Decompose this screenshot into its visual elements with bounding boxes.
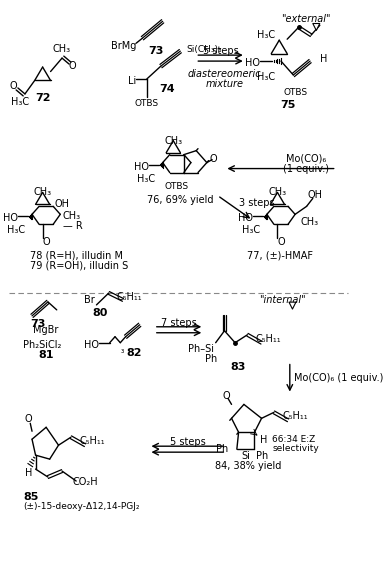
Text: H: H xyxy=(25,468,32,478)
Text: O: O xyxy=(25,414,32,424)
Text: 74: 74 xyxy=(159,84,175,94)
Text: O: O xyxy=(69,61,76,71)
Text: Li: Li xyxy=(128,76,136,86)
Text: 83: 83 xyxy=(230,362,245,372)
Text: C₅H₁₁: C₅H₁₁ xyxy=(256,334,281,344)
Text: Ph: Ph xyxy=(256,451,269,461)
Text: (±)-15-deoxy-Δ12,14-PGJ₂: (±)-15-deoxy-Δ12,14-PGJ₂ xyxy=(23,502,140,511)
Text: 73: 73 xyxy=(149,46,164,56)
Text: 5 steps: 5 steps xyxy=(169,437,205,447)
Text: "external": "external" xyxy=(281,14,330,24)
Text: HO: HO xyxy=(3,214,18,223)
Text: — R: — R xyxy=(63,221,82,231)
Text: 76, 69% yield: 76, 69% yield xyxy=(147,195,214,206)
Text: H₃C: H₃C xyxy=(242,225,260,235)
Text: H₃C: H₃C xyxy=(257,72,275,82)
Text: 84, 38% yield: 84, 38% yield xyxy=(215,461,281,471)
Text: OH: OH xyxy=(54,199,69,210)
Text: "internal": "internal" xyxy=(259,295,306,305)
Text: Br: Br xyxy=(84,295,95,305)
Text: 7 steps: 7 steps xyxy=(161,318,197,328)
Text: mixture: mixture xyxy=(205,79,243,89)
Text: H: H xyxy=(319,54,327,64)
Text: CH₃: CH₃ xyxy=(269,188,287,197)
Text: 75: 75 xyxy=(280,100,296,110)
Text: HO: HO xyxy=(134,162,149,172)
Text: CH₃: CH₃ xyxy=(34,188,52,197)
Text: 78 (R=H), illudin M: 78 (R=H), illudin M xyxy=(30,250,123,260)
Text: HO: HO xyxy=(245,58,260,68)
Text: Si(CH₃)₃: Si(CH₃)₃ xyxy=(187,45,222,54)
Text: CH₃: CH₃ xyxy=(53,44,71,54)
Text: 85: 85 xyxy=(23,492,38,502)
Text: H₃C: H₃C xyxy=(257,30,275,40)
Text: 66:34 E:Z: 66:34 E:Z xyxy=(272,434,316,444)
Text: 77, (±)-HMAF: 77, (±)-HMAF xyxy=(247,250,313,260)
Text: CH₃: CH₃ xyxy=(63,211,81,221)
Text: diastereomeric: diastereomeric xyxy=(188,69,261,79)
Text: CH₃: CH₃ xyxy=(300,218,318,227)
Text: O: O xyxy=(277,237,285,247)
Text: C₅H₁₁: C₅H₁₁ xyxy=(79,436,105,446)
Text: Ph₂SiCl₂: Ph₂SiCl₂ xyxy=(24,340,62,350)
Text: CH₃: CH₃ xyxy=(164,136,182,146)
Text: H₃C: H₃C xyxy=(138,173,156,184)
Text: Si: Si xyxy=(241,451,250,461)
Text: OTBS: OTBS xyxy=(135,99,159,108)
Text: OH: OH xyxy=(308,190,323,201)
Text: OTBS: OTBS xyxy=(165,182,189,191)
Text: Mo(CO)₆ (1 equiv.): Mo(CO)₆ (1 equiv.) xyxy=(294,373,384,383)
Text: O: O xyxy=(209,154,217,164)
Text: O: O xyxy=(42,237,50,247)
Text: 5 steps: 5 steps xyxy=(203,46,238,56)
Text: 80: 80 xyxy=(92,308,108,318)
Text: H₃C: H₃C xyxy=(11,97,30,107)
Text: C₅H₁₁: C₅H₁₁ xyxy=(282,411,308,421)
Text: (1 equiv.): (1 equiv.) xyxy=(283,163,329,173)
Text: Ph: Ph xyxy=(216,444,228,454)
Text: CO₂H: CO₂H xyxy=(72,477,98,487)
Text: Ph: Ph xyxy=(205,354,218,364)
Text: 72: 72 xyxy=(35,93,50,103)
Text: selectivity: selectivity xyxy=(272,444,319,453)
Text: ₃: ₃ xyxy=(120,346,124,355)
Text: 79 (R=OH), illudin S: 79 (R=OH), illudin S xyxy=(30,260,129,270)
Text: 3 steps: 3 steps xyxy=(240,198,275,208)
Text: 81: 81 xyxy=(38,350,54,360)
Text: Ph–Si: Ph–Si xyxy=(188,344,214,354)
Text: BrMg: BrMg xyxy=(111,41,136,51)
Text: 73: 73 xyxy=(30,319,45,329)
Text: Mo(CO)₆: Mo(CO)₆ xyxy=(286,154,326,164)
Text: H: H xyxy=(260,435,267,445)
Text: HO: HO xyxy=(84,340,99,350)
Text: O: O xyxy=(10,81,17,91)
Text: HO: HO xyxy=(238,214,253,223)
Text: C₅H₁₁: C₅H₁₁ xyxy=(116,292,142,302)
Text: MgBr: MgBr xyxy=(33,325,58,335)
Text: O: O xyxy=(222,392,230,402)
Text: H₃C: H₃C xyxy=(7,225,25,235)
Text: 82: 82 xyxy=(127,347,142,358)
Text: OTBS: OTBS xyxy=(283,89,307,97)
